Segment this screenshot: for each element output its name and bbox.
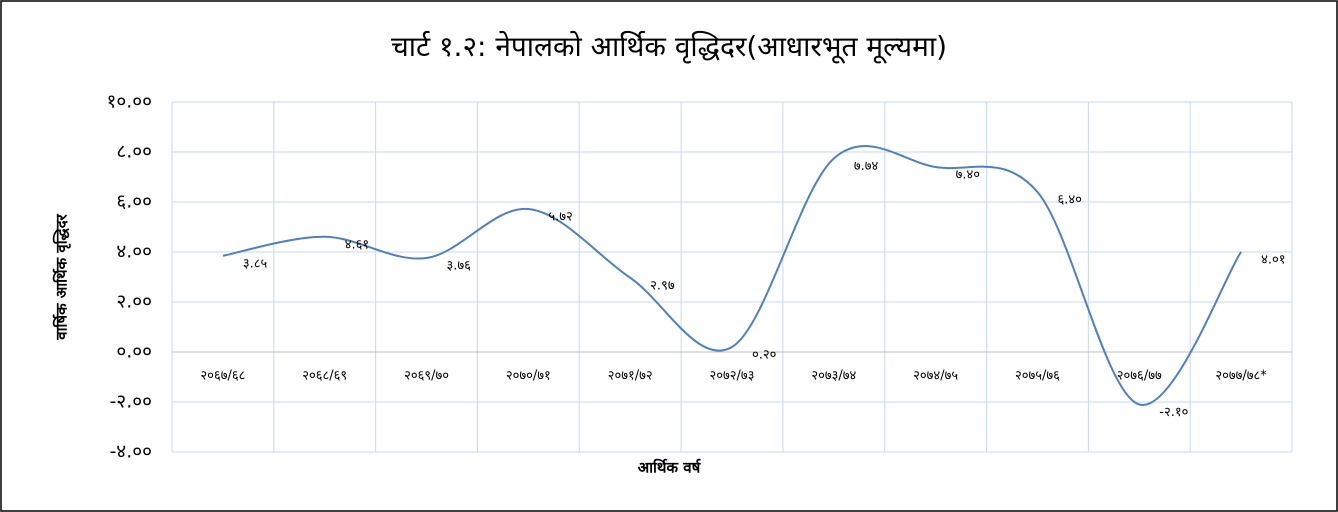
chart-title: चार्ट १.२: नेपालको आर्थिक वृद्धिदर(आधारभ… [391,30,947,64]
data-label: ५.७२ [548,210,572,225]
y-tick-label: -४.०० [109,441,152,463]
data-label: ३.८५ [243,256,268,271]
y-tick-label: ६.०० [116,191,152,213]
y-tick-label: ८.०० [116,141,152,163]
data-label: ०.२० [752,348,776,363]
x-tick-label: २०७५/७६ [1015,369,1060,384]
data-label: २.९७ [650,278,675,293]
x-tick-label: २०६८/६९ [302,369,347,384]
y-tick-label: ४.०० [116,241,152,263]
data-label: ४.६१ [345,237,369,252]
y-tick-label: २.०० [116,291,152,313]
data-label: ७.७४ [854,159,879,174]
x-tick-label: २०६९/७० [404,369,449,384]
x-tick-label: २०७३/७४ [811,369,856,384]
data-label: -२.१० [1159,405,1188,420]
x-tick-label: २०७७/७८* [1215,369,1267,384]
y-tick-label: १०.०० [106,91,152,113]
x-tick-label: २०६७/६८ [200,369,245,384]
x-tick-label: २०७६/७७ [1117,369,1162,384]
x-tick-label: २०७०/७१ [506,369,551,384]
line-series [222,145,1242,406]
x-tick-label: २०७४/७५ [913,369,958,384]
data-label: ४.०१ [1261,252,1285,267]
data-label: ६.४० [1057,193,1081,208]
x-tick-label: २०७२/७३ [710,369,755,384]
x-tick-label: २०७१/७२ [608,369,653,384]
y-axis-label: वार्षिक आर्थिक वृद्धिदर [53,213,72,340]
y-tick-label: -२.०० [109,391,152,413]
data-label: ७.४० [956,168,980,183]
data-label: ३.७६ [447,259,472,274]
y-tick-label: ०.०० [116,341,152,363]
x-axis-label: आर्थिक वर्ष [638,459,702,477]
